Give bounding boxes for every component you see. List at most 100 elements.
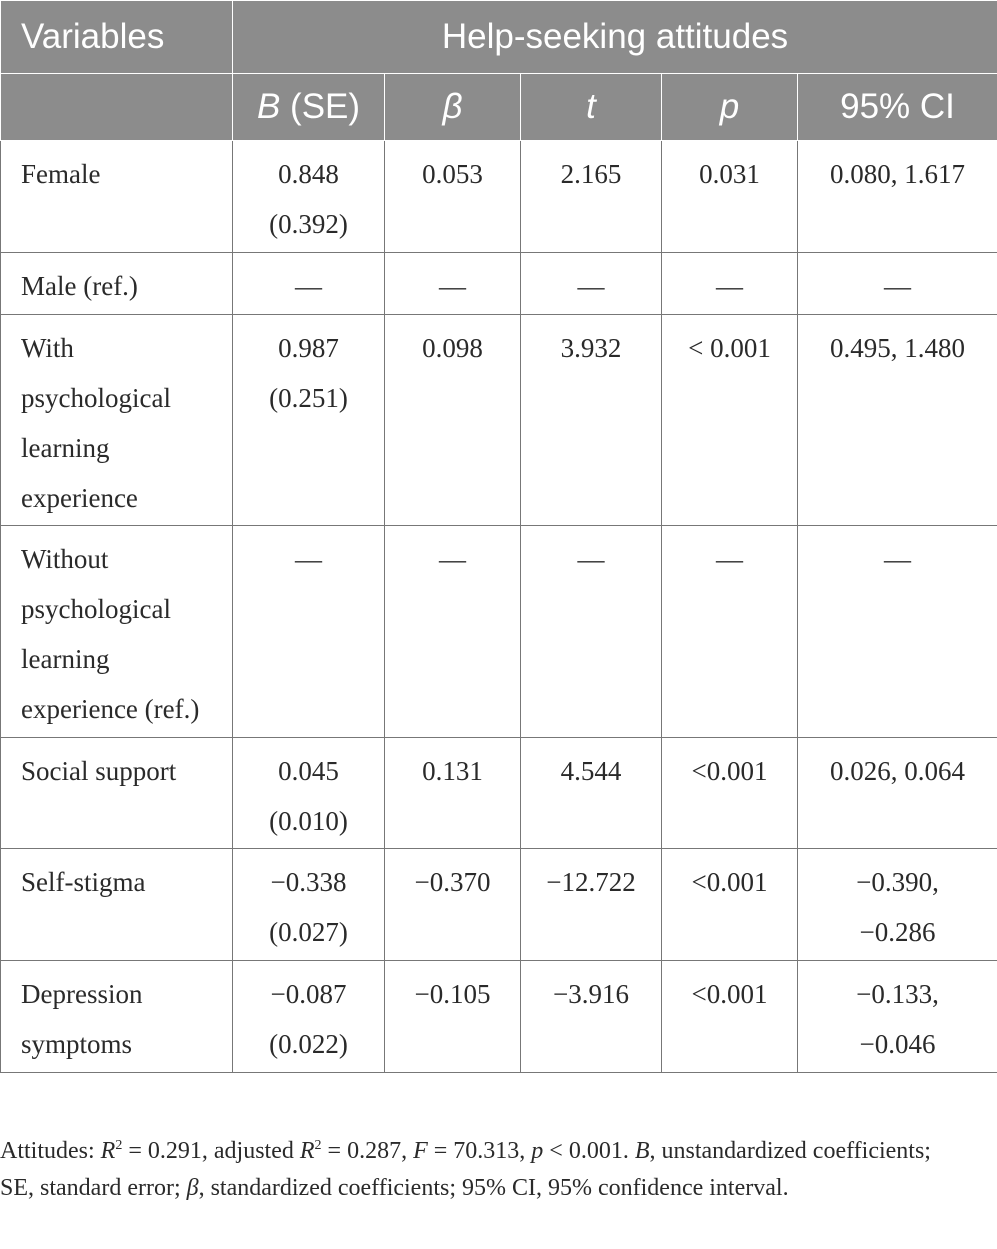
b-se-cell-line: (0.251) — [269, 383, 348, 413]
beta-cell: 0.131 — [384, 737, 521, 849]
b-se-cell-line: — — [295, 544, 322, 574]
note-adj-r2-value: = 0.287, — [321, 1138, 414, 1164]
t-cell: — — [520, 525, 662, 738]
b-se-cell: 0.848 (0.392) — [232, 140, 385, 253]
ci-cell: — — [796, 252, 997, 315]
variable-cell: Social support — [0, 737, 233, 849]
variable-cell-line: learning — [21, 644, 110, 674]
t-cell: −3.916 — [520, 960, 662, 1073]
ci-cell: −0.390, −0.286 — [796, 848, 997, 961]
t-cell: 4.544 — [520, 737, 662, 849]
ci-cell-line: −0.286 — [859, 917, 936, 947]
b-se-cell: — — [232, 525, 385, 738]
column-header-b-suffix: (SE) — [280, 87, 361, 126]
variable-cell: Depression symptoms — [0, 960, 233, 1073]
b-se-cell: 0.045 (0.010) — [232, 737, 385, 849]
variable-cell: Female — [0, 140, 233, 253]
table-header: Variables Help-seeking attitudes B (SE) … — [0, 0, 997, 141]
b-se-cell-line: −0.338 — [270, 867, 347, 897]
note-adj-r2-symbol: R — [299, 1138, 315, 1164]
p-cell: 0.031 — [661, 140, 798, 253]
table-row: Depression symptoms −0.087 (0.022) −0.105 −3.… — [0, 960, 997, 1073]
variable-cell-line: Female — [21, 159, 101, 189]
variable-cell-line: experience — [21, 483, 138, 513]
p-cell: <0.001 — [661, 848, 798, 961]
p-cell: <0.001 — [661, 960, 798, 1073]
variable-cell: Male (ref.) — [0, 252, 233, 315]
beta-cell: — — [384, 252, 521, 315]
ci-cell: — — [796, 525, 997, 738]
p-cell: < 0.001 — [661, 314, 798, 526]
table-row: With psychological learning experience 0.987… — [0, 314, 997, 526]
regression-table: Variables Help-seeking attitudes B (SE) … — [0, 0, 997, 1073]
b-se-cell: 0.987 (0.251) — [232, 314, 385, 526]
variable-cell-line: learning — [21, 433, 110, 463]
note-beta-definition: , standardized coefficients; 95% CI, 95%… — [198, 1175, 789, 1201]
column-header-ci: 95% CI — [796, 73, 997, 141]
beta-cell: — — [384, 525, 521, 738]
b-se-cell-line: 0.045 — [278, 756, 339, 786]
p-cell: <0.001 — [661, 737, 798, 849]
variable-cell: With psychological learning experience — [0, 314, 233, 526]
column-header-ci-label: 95% CI — [840, 87, 955, 126]
group-header: Help-seeking attitudes — [231, 0, 997, 74]
note-r2-value: = 0.291, adjusted — [122, 1138, 300, 1164]
column-header-b-symbol: B — [256, 87, 281, 126]
column-header-beta: β — [384, 73, 521, 141]
b-se-cell-line: 0.987 — [278, 333, 339, 363]
ci-cell-line: — — [884, 271, 912, 301]
b-se-cell-line: −0.087 — [270, 979, 347, 1009]
column-header-t-symbol: t — [586, 87, 596, 126]
beta-cell: −0.370 — [384, 848, 521, 961]
ci-cell-line: 0.026, 0.064 — [830, 756, 966, 786]
t-cell: −12.722 — [520, 848, 662, 961]
note-p-value: < 0.001. — [543, 1138, 635, 1164]
t-cell: — — [520, 252, 662, 315]
p-cell: — — [661, 525, 798, 738]
ci-cell-line: 0.495, 1.480 — [830, 333, 966, 363]
variable-cell-line: Male (ref.) — [21, 271, 138, 301]
ci-cell-line: −0.390, — [856, 867, 939, 897]
b-se-cell-line: (0.010) — [269, 806, 348, 836]
variables-header-spacer — [0, 73, 233, 141]
variable-cell-line: Self-stigma — [21, 867, 146, 897]
variable-cell-line: With — [21, 333, 74, 363]
b-se-cell-line: (0.022) — [269, 1029, 348, 1059]
table-row: Self-stigma −0.338 (0.027) −0.370 −12.722 <0.… — [0, 848, 997, 961]
ci-cell-line: 0.080, 1.617 — [830, 159, 966, 189]
note-prefix: Attitudes: — [0, 1138, 101, 1164]
b-se-cell-line: — — [295, 271, 322, 301]
column-header-p: p — [661, 73, 798, 141]
note-b-symbol: B — [634, 1138, 650, 1164]
variable-cell-line: Social support — [21, 756, 177, 786]
variable-cell-line: symptoms — [21, 1029, 133, 1059]
variable-cell-line: Depression — [21, 979, 143, 1009]
variables-header: Variables — [0, 0, 233, 74]
table-row: Social support 0.045 (0.010) 0.131 4.544 <0.0… — [0, 737, 997, 849]
note-f-symbol: F — [413, 1138, 428, 1164]
b-se-cell-line: (0.392) — [269, 209, 348, 239]
table-footnote: Attitudes: R2 = 0.291, adjusted R2 = 0.2… — [0, 1133, 960, 1207]
beta-cell: −0.105 — [384, 960, 521, 1073]
beta-cell: 0.098 — [384, 314, 521, 526]
table-row: Female 0.848 (0.392) 0.053 2.165 0.031 0.080, … — [0, 140, 997, 253]
variable-cell-line: experience (ref.) — [21, 694, 200, 724]
t-cell: 2.165 — [520, 140, 662, 253]
column-header-beta-symbol: β — [442, 87, 463, 126]
b-se-cell: −0.338 (0.027) — [232, 848, 385, 961]
note-r2-symbol: R — [100, 1138, 116, 1164]
beta-cell: 0.053 — [384, 140, 521, 253]
note-r2-superscript: 2 — [115, 1138, 123, 1153]
ci-cell-line: −0.046 — [859, 1029, 936, 1059]
column-header-t: t — [520, 73, 662, 141]
variable-cell-line: psychological — [21, 594, 171, 624]
note-adj-r2-superscript: 2 — [314, 1138, 322, 1153]
note-beta-symbol: β — [186, 1175, 199, 1201]
table-row: Without psychological learning experience (… — [0, 525, 997, 738]
note-f-value: = 70.313, — [427, 1138, 532, 1164]
b-se-cell: — — [232, 252, 385, 315]
ci-cell: −0.133, −0.046 — [796, 960, 997, 1073]
variable-cell-line: Without — [21, 544, 109, 574]
ci-cell: 0.080, 1.617 — [796, 140, 997, 253]
ci-cell-line: — — [884, 544, 912, 574]
